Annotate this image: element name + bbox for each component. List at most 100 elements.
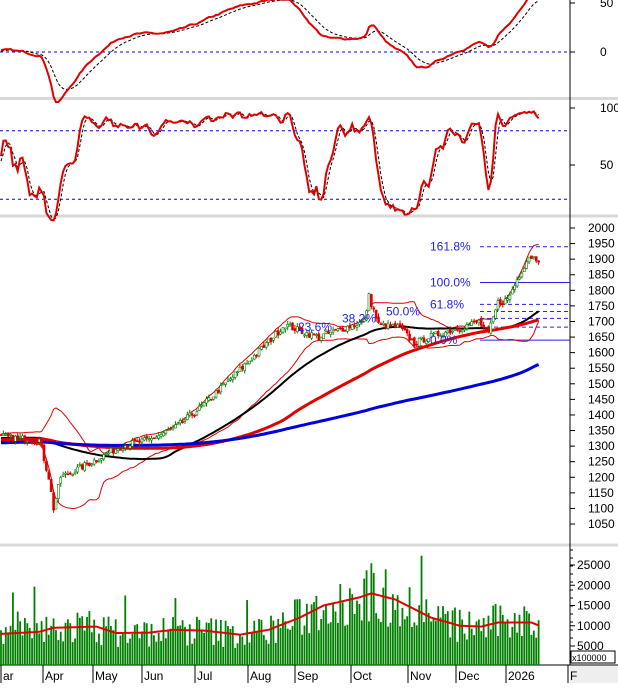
- candle: [408, 330, 411, 343]
- candle: [23, 434, 27, 445]
- candle-body: [350, 324, 354, 330]
- candle-body: [272, 337, 275, 341]
- candle-body: [73, 471, 77, 474]
- candle-body: [42, 444, 46, 461]
- candle: [338, 326, 342, 331]
- candle: [446, 330, 450, 335]
- volume-bar: [59, 631, 62, 665]
- candle: [52, 490, 55, 513]
- candle: [393, 320, 397, 329]
- candle-body: [298, 326, 301, 330]
- volume-bar: [248, 642, 251, 665]
- volume-bar: [298, 599, 301, 665]
- volume-bar: [415, 625, 418, 665]
- candle-body: [468, 324, 471, 327]
- y-tick-label: 1100: [588, 501, 614, 515]
- candle: [95, 460, 98, 464]
- volume-bar: [427, 612, 430, 665]
- candle-body: [71, 474, 74, 476]
- candle: [37, 436, 41, 446]
- volume-bar: [535, 637, 538, 665]
- candle-body: [300, 327, 304, 335]
- candle-body: [446, 330, 450, 333]
- volume-bar: [107, 616, 110, 665]
- candle: [260, 345, 263, 351]
- candle: [448, 326, 452, 335]
- candle: [491, 316, 495, 324]
- candle: [152, 437, 156, 440]
- candle-body: [30, 441, 34, 444]
- candle-body: [54, 498, 58, 510]
- ma200-line: [1, 363, 540, 447]
- candle: [188, 409, 192, 418]
- volume-bar: [537, 620, 540, 665]
- candle-body: [267, 338, 270, 343]
- candle-body: [470, 321, 474, 326]
- candle-body: [429, 333, 433, 338]
- candle: [456, 324, 459, 332]
- volume-bar: [284, 621, 287, 665]
- volume-bar: [286, 628, 289, 665]
- volume-bar: [95, 642, 98, 665]
- candle-body: [147, 438, 151, 441]
- candle-body: [68, 472, 72, 475]
- candle-body: [353, 325, 356, 327]
- candle: [212, 396, 215, 401]
- candle: [451, 330, 454, 335]
- candle-body: [346, 325, 349, 332]
- volume-bar: [236, 643, 239, 665]
- candle: [145, 433, 149, 442]
- candle-body: [415, 343, 419, 346]
- candle-body: [6, 432, 10, 437]
- candle: [401, 323, 404, 331]
- x-tick-label: 2026: [508, 669, 535, 683]
- candle: [327, 329, 330, 335]
- volume-bar: [356, 600, 358, 665]
- volume-bar: [43, 641, 45, 665]
- volume-bar: [334, 611, 337, 665]
- candle: [250, 357, 254, 362]
- candle-body: [410, 338, 414, 341]
- volume-bar: [470, 628, 473, 665]
- candle-body: [448, 329, 452, 334]
- volume-bar: [136, 624, 139, 665]
- volume-bar: [494, 603, 497, 665]
- candle-body: [360, 321, 364, 323]
- candle: [441, 332, 445, 339]
- volume-bar: [112, 630, 115, 665]
- y-tick-label: 1850: [588, 268, 615, 282]
- y-tick-label: 1800: [588, 283, 615, 297]
- candle: [295, 323, 299, 334]
- fib-label: 23.6%: [298, 320, 332, 334]
- candle: [217, 389, 220, 394]
- candle-body: [310, 332, 313, 339]
- candle-body: [288, 323, 292, 326]
- candle-body: [281, 327, 285, 333]
- candle: [463, 326, 466, 333]
- volume-bar: [351, 594, 354, 665]
- candle-body: [370, 294, 373, 307]
- volume-bar: [33, 586, 36, 665]
- volume-bar: [219, 619, 222, 665]
- candle: [522, 266, 526, 272]
- ma50-line: [0, 310, 540, 461]
- volume-bar: [57, 639, 60, 665]
- volume-bar: [332, 602, 335, 665]
- volume-bar: [456, 641, 459, 665]
- volume-bar: [509, 637, 511, 665]
- candle: [508, 291, 512, 303]
- candle: [353, 322, 356, 330]
- volume-bar: [325, 605, 327, 665]
- candle-body: [434, 331, 438, 334]
- candle-body: [460, 329, 464, 333]
- candle: [319, 336, 323, 343]
- candle-body: [243, 363, 247, 371]
- candle-body: [212, 396, 215, 400]
- volume-bar: [270, 615, 272, 665]
- volume-bar: [162, 618, 165, 665]
- candle: [214, 389, 218, 399]
- volume-bar: [511, 626, 514, 665]
- volume-bar: [473, 635, 475, 665]
- candle-body: [307, 333, 311, 338]
